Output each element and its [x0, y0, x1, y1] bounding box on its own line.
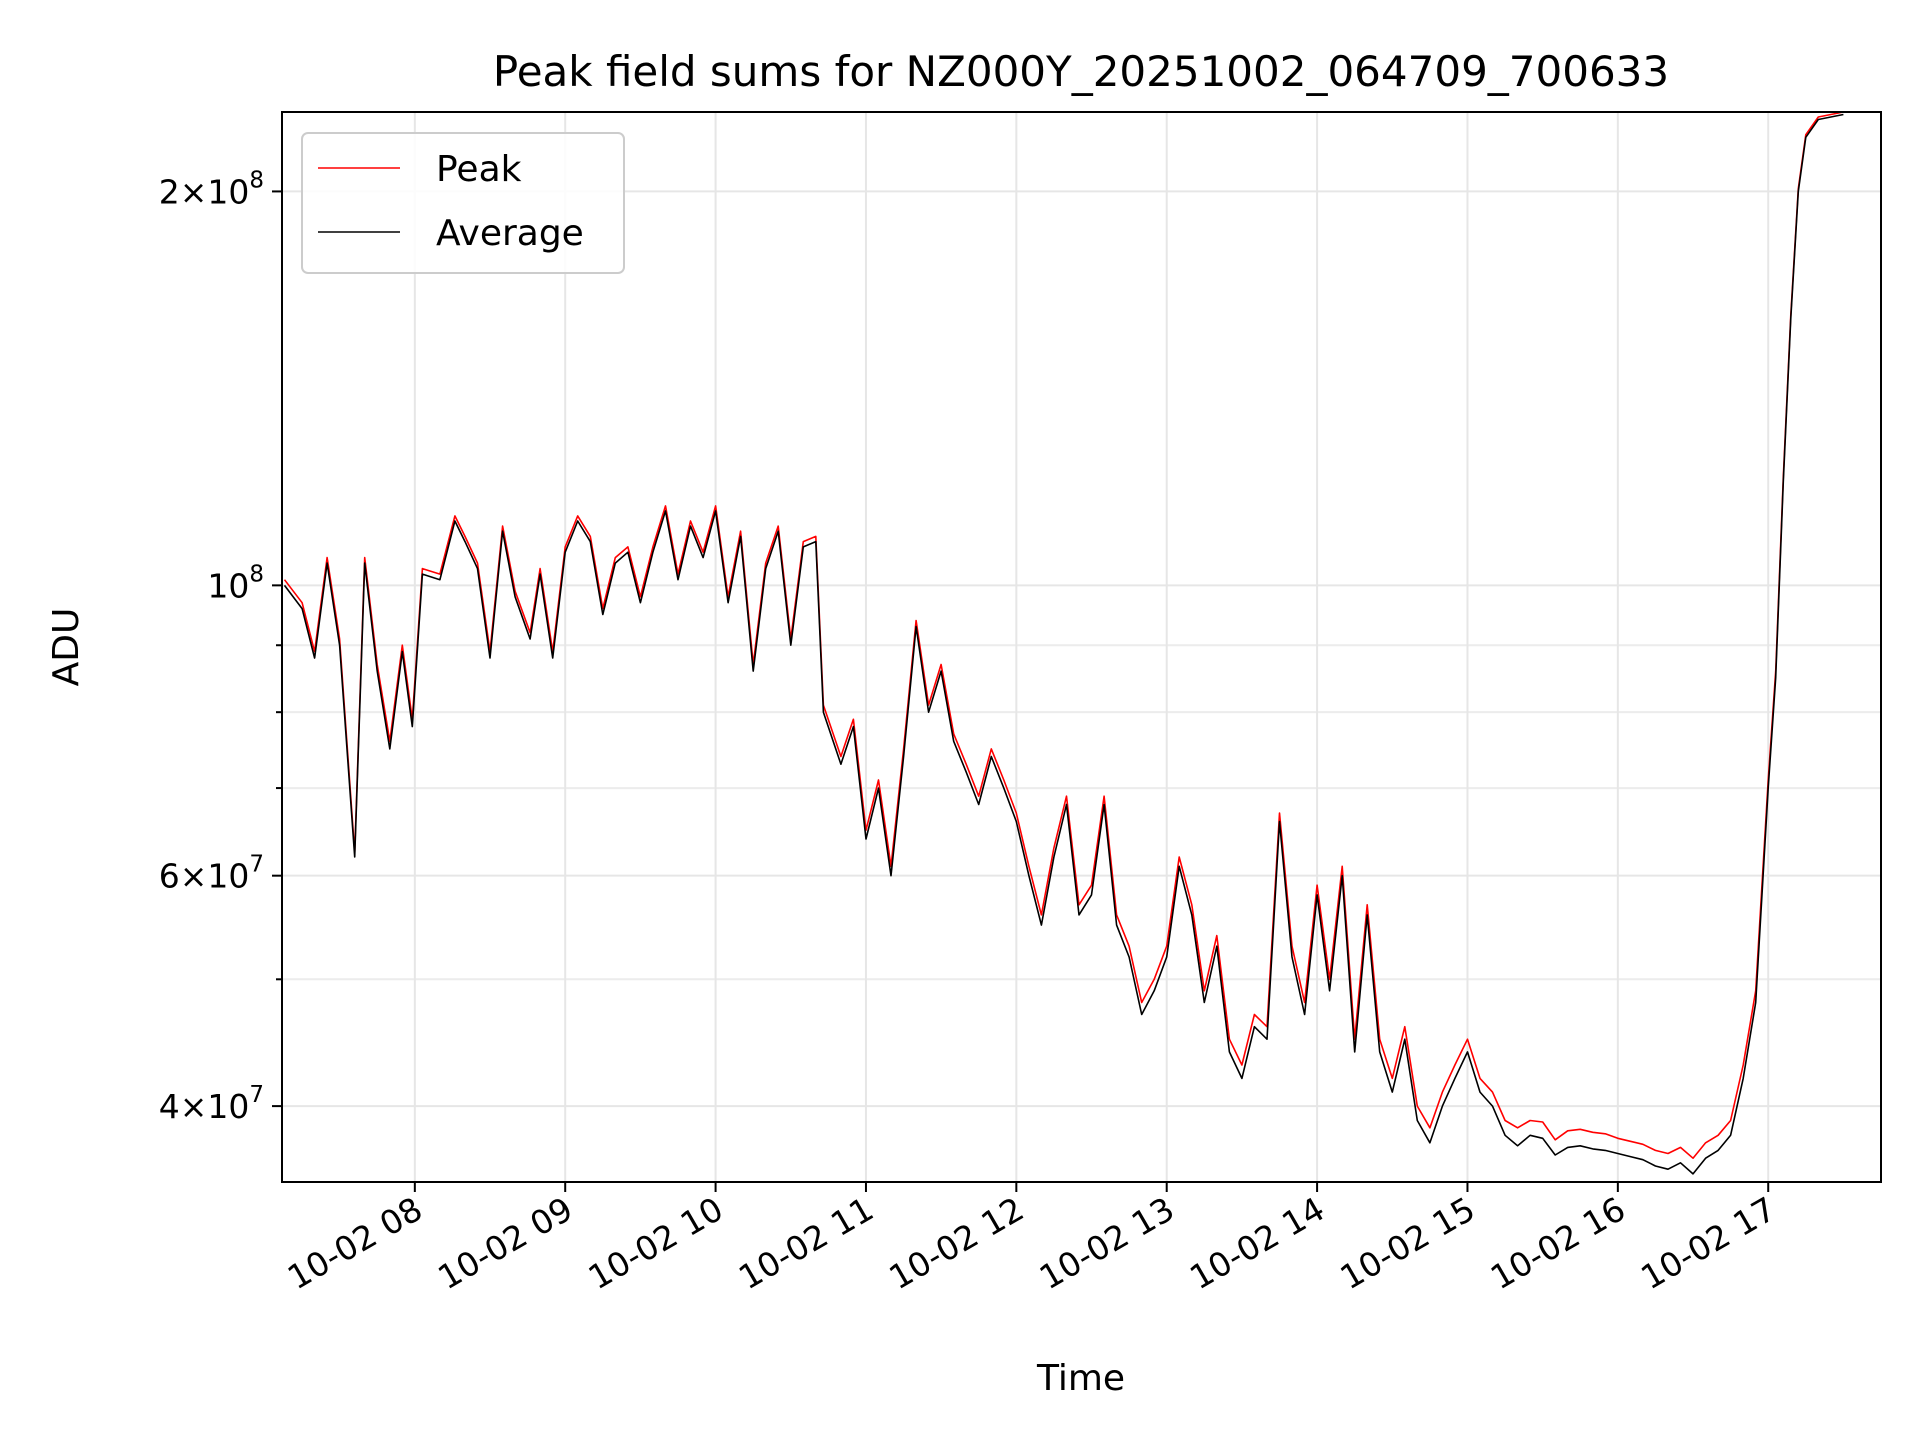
legend: Peak Average	[301, 132, 625, 274]
x-tick-label: 10-02 12	[882, 1189, 1030, 1297]
x-tick-label: 10-02 17	[1634, 1189, 1782, 1297]
series-line-peak	[283, 111, 1844, 1159]
legend-peak-label: Peak	[436, 149, 522, 190]
y-tick-label: 4×107	[159, 1082, 264, 1126]
x-tick-label: 10-02 11	[732, 1189, 880, 1297]
series-line-average	[283, 113, 1844, 1175]
x-tick-label: 10-02 16	[1484, 1189, 1632, 1297]
x-tick-label: 10-02 08	[281, 1189, 429, 1297]
legend-average-label: Average	[436, 213, 584, 254]
y-axis: 4×107 6×107 108 2×108	[159, 167, 282, 1126]
grid	[282, 112, 1881, 1182]
x-tick-label: 10-02 09	[431, 1189, 579, 1297]
x-tick-label: 10-02 10	[582, 1189, 730, 1297]
x-tick-label: 10-02 14	[1183, 1189, 1331, 1297]
plot-frame	[281, 111, 1882, 1183]
x-tick-label: 10-02 13	[1033, 1189, 1181, 1297]
series-layer	[283, 111, 1844, 1175]
x-tick-label: 10-02 15	[1333, 1189, 1481, 1297]
x-axis-label: Time	[1036, 1358, 1125, 1399]
y-tick-label: 6×107	[159, 852, 264, 896]
y-axis-label: ADU	[46, 608, 87, 687]
y-tick-label: 108	[207, 561, 264, 605]
chart-title: Peak field sums for NZ000Y_20251002_0647…	[493, 47, 1669, 96]
y-tick-label: 2×108	[159, 167, 264, 211]
x-axis: 10-02 08 10-02 09 10-02 10 10-02 11 10-02 12…	[281, 1182, 1782, 1297]
